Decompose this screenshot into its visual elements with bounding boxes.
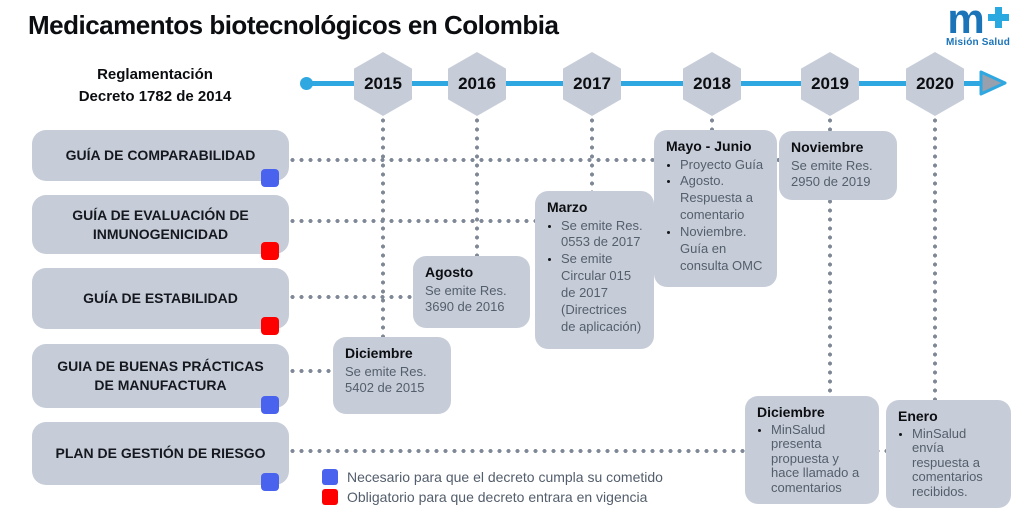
event-card-marzo-2017: Marzo Se emite Res. 0553 de 2017 Se emit… xyxy=(535,191,654,349)
event-title: Mayo - Junio xyxy=(666,138,752,154)
category-card-estabilidad: GUÍA DE ESTABILIDAD xyxy=(32,268,289,335)
year-label: 2018 xyxy=(693,74,731,93)
category-label: GUÍA DE COMPARABILIDAD xyxy=(65,147,256,164)
event-bullet: Se emite Res. 0553 de 2017 xyxy=(561,218,644,252)
legend-swatch-red xyxy=(322,489,338,505)
connector-h-buenas-practicas xyxy=(288,369,334,373)
category-marker xyxy=(261,396,279,414)
event-title: Agosto xyxy=(425,264,474,280)
year-label: 2016 xyxy=(458,74,496,93)
event-title: Diciembre xyxy=(345,345,413,361)
category-marker xyxy=(261,317,279,335)
event-bullet: Agosto. Respuesta a comentario xyxy=(680,173,767,224)
category-marker xyxy=(261,473,279,491)
connector-h-estabilidad xyxy=(288,295,414,299)
timeline-label-line1: Reglamentación xyxy=(97,66,213,83)
category-card-inmunogenicidad: GUÍA DE EVALUACIÓN DE INMUNOGENICIDAD xyxy=(32,195,289,260)
category-card-plan-gestion: PLAN DE GESTIÓN DE RIESGO xyxy=(32,422,289,491)
legend-text: Obligatorio para que decreto entrara en … xyxy=(347,489,648,505)
category-label: PLAN DE GESTIÓN DE RIESGO xyxy=(55,445,266,462)
legend-item-obligatorio: Obligatorio para que decreto entrara en … xyxy=(322,487,663,507)
event-bullets: Proyecto Guía Agosto. Respuesta a coment… xyxy=(666,157,767,275)
year-label: 2017 xyxy=(573,74,611,93)
page-title: Medicamentos biotecnológicos en Colombia xyxy=(28,10,559,40)
connector-v-2020 xyxy=(933,116,937,402)
category-label: GUIA DE BUENAS PRÁCTICAS DE MANUFACTURA xyxy=(57,358,264,393)
connector-h-inmunogenicidad xyxy=(288,219,536,223)
year-hexagon-2019: 2019 xyxy=(801,52,859,116)
category-card-comparabilidad: GUÍA DE COMPARABILIDAD xyxy=(32,130,289,187)
category-label: GUÍA DE ESTABILIDAD xyxy=(83,290,238,307)
event-bullets: Se emite Res. 0553 de 2017 Se emite Circ… xyxy=(547,218,644,336)
category-label: GUÍA DE EVALUACIÓN DE INMUNOGENICIDAD xyxy=(72,206,249,242)
connector-h-plan-gestion xyxy=(288,449,888,453)
connector-h-comparabilidad xyxy=(288,158,782,162)
event-title: Diciembre xyxy=(757,404,825,420)
event-title: Enero xyxy=(898,408,938,424)
year-hexagon-2018: 2018 xyxy=(683,52,741,116)
event-title: Noviembre xyxy=(791,139,864,155)
event-bullet: Noviembre. Guía en consulta OMC xyxy=(680,224,767,275)
category-card-buenas-practicas: GUIA DE BUENAS PRÁCTICAS DE MANUFACTURA xyxy=(32,344,289,414)
timeline-label-line2: Decreto 1782 de 2014 xyxy=(78,87,232,105)
timeline-axis xyxy=(306,81,986,86)
year-hexagon-2020: 2020 xyxy=(906,52,964,116)
event-card-mayo-junio-2018: Mayo - Junio Proyecto Guía Agosto. Respu… xyxy=(654,130,777,287)
legend-text: Necesario para que el decreto cumpla su … xyxy=(347,469,663,485)
connector-v-2016 xyxy=(475,116,479,258)
event-card-diciembre-2019: Diciembre MinSalud presenta propuesta y … xyxy=(745,396,879,505)
event-bullet: Se emite Circular 015 de 2017 (Directric… xyxy=(561,251,644,335)
event-bullets: MinSalud envía respuesta a comentarios r… xyxy=(898,426,1001,500)
category-marker xyxy=(261,169,279,187)
connector-v-2017 xyxy=(590,116,594,194)
event-card-enero-2020: Enero MinSalud envía respuesta a comenta… xyxy=(886,400,1011,509)
timeline-arrow-icon xyxy=(978,69,1008,102)
connector-v-2015 xyxy=(381,116,385,340)
legend-swatch-blue xyxy=(322,469,338,485)
connector-v-2018 xyxy=(710,116,714,132)
timeline-label: Reglamentación Decreto 1782 de 2014 xyxy=(55,64,255,108)
logo-m-letter: m xyxy=(947,0,985,42)
event-title: Marzo xyxy=(547,199,588,215)
connector-v-2019 xyxy=(828,116,832,398)
year-label: 2019 xyxy=(811,74,849,93)
legend: Necesario para que el decreto cumpla su … xyxy=(322,467,663,507)
year-label: 2015 xyxy=(364,74,402,93)
year-hexagon-2015: 2015 xyxy=(354,52,412,116)
year-label: 2020 xyxy=(916,74,954,93)
legend-item-necesario: Necesario para que el decreto cumpla su … xyxy=(322,467,663,487)
event-bullets: MinSalud presenta propuesta y hace llama… xyxy=(757,422,869,496)
event-bullet: MinSalud presenta propuesta y hace llama… xyxy=(771,422,869,496)
year-hexagon-2016: 2016 xyxy=(448,52,506,116)
category-marker xyxy=(261,242,279,260)
event-bullet: Proyecto Guía xyxy=(680,157,767,174)
logo-tagline: Misión Salud xyxy=(945,37,1011,49)
event-bullet: MinSalud envía respuesta a comentarios r… xyxy=(912,426,1001,500)
event-card-agosto-2016: Agosto Se emite Res. 3690 de 2016 xyxy=(413,256,530,328)
mision-salud-logo: m Misión Salud xyxy=(942,0,1014,49)
event-body: Se emite Res. 5402 de 2015 xyxy=(345,363,427,396)
event-body: Se emite Res. 2950 de 2019 xyxy=(791,157,873,190)
plus-icon xyxy=(987,7,1009,28)
event-card-noviembre-2019: Noviembre Se emite Res. 2950 de 2019 xyxy=(779,131,897,201)
event-card-diciembre-2015: Diciembre Se emite Res. 5402 de 2015 xyxy=(333,337,451,414)
year-hexagon-2017: 2017 xyxy=(563,52,621,116)
event-body: Se emite Res. 3690 de 2016 xyxy=(425,282,507,315)
